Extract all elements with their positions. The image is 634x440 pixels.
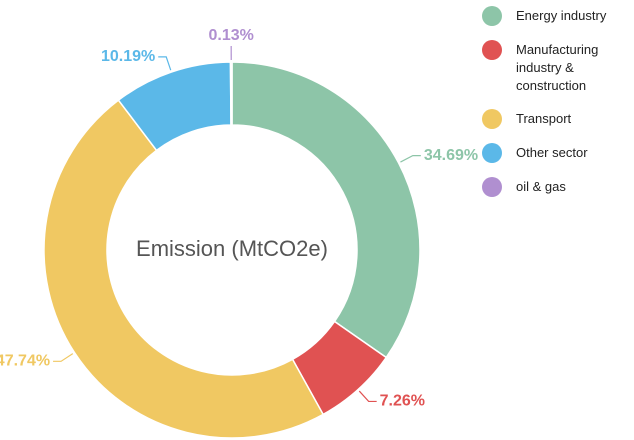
value-label: 34.69% xyxy=(424,147,478,164)
legend-label: oil & gas xyxy=(516,179,566,194)
value-label: 47.74% xyxy=(0,353,50,370)
leader-line xyxy=(400,155,421,163)
chart-title: Emission (MtCO2e) xyxy=(136,236,328,261)
legend-item: oil & gas xyxy=(482,177,632,197)
value-label: 10.19% xyxy=(101,48,155,65)
value-label: 7.26% xyxy=(380,393,425,410)
leader-line xyxy=(358,390,377,403)
donut-slice xyxy=(229,61,233,126)
leader-line xyxy=(158,56,172,71)
legend-swatch xyxy=(482,143,502,163)
legend-label: Manufacturing industry & construction xyxy=(516,42,599,93)
value-label: 0.13% xyxy=(208,27,253,44)
legend-item: Manufacturing industry & construction xyxy=(482,40,632,95)
legend-item: Other sector xyxy=(482,143,632,163)
legend-item: Transport xyxy=(482,109,632,129)
legend-item: Energy industry xyxy=(482,6,632,26)
legend-swatch xyxy=(482,40,502,60)
donut-slice xyxy=(231,61,421,359)
legend-swatch xyxy=(482,177,502,197)
legend-label: Energy industry xyxy=(516,8,607,23)
legend: Energy industry Manufacturing industry & … xyxy=(482,6,632,211)
legend-label: Transport xyxy=(516,111,572,126)
leader-line xyxy=(53,353,74,362)
donut-slice xyxy=(43,99,325,439)
legend-label: Other sector xyxy=(516,145,588,160)
legend-swatch xyxy=(482,6,502,26)
legend-swatch xyxy=(482,109,502,129)
